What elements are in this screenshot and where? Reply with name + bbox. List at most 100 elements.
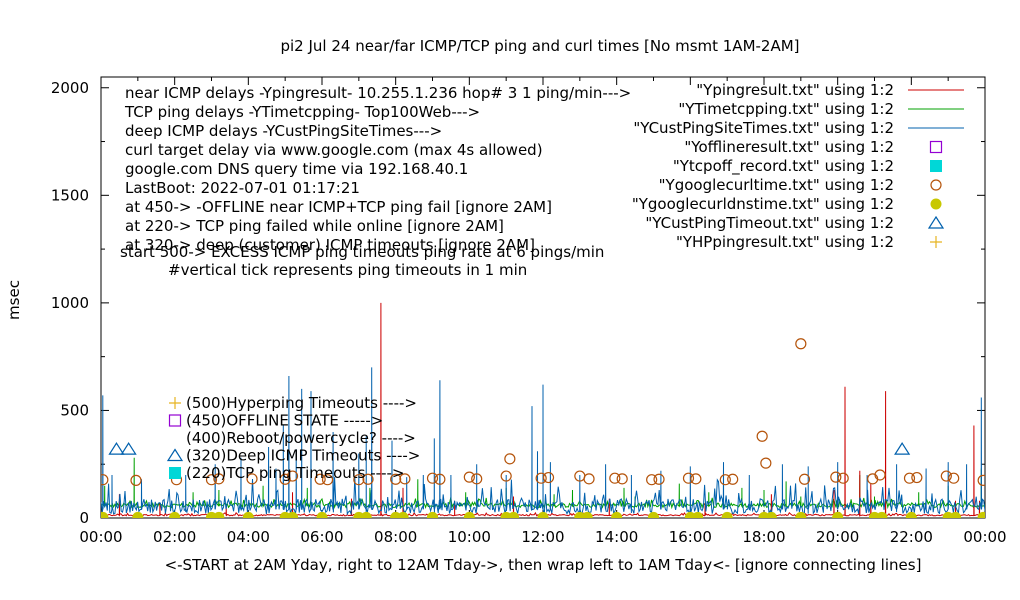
curl-time-point <box>948 472 960 484</box>
legend-label: "YCustPingSiteTimes.txt" using 1:2 <box>633 119 894 137</box>
dns-time-point <box>950 511 962 518</box>
y-tick-label: 1000 <box>51 294 89 312</box>
dns-time-point <box>692 511 704 518</box>
curl-time-point <box>246 473 258 485</box>
x-tick-label: 22:00 <box>890 528 933 546</box>
curl-time-point <box>756 430 768 442</box>
series-line <box>101 367 985 516</box>
dns-time-point <box>360 511 372 518</box>
curl-time-point <box>101 474 109 486</box>
x-tick-label: 00:00 <box>963 528 1006 546</box>
dns-time-point <box>648 511 659 518</box>
legend-label: "Ytcpoff_record.txt" using 1:2 <box>673 157 894 176</box>
x-tick-label: 04:00 <box>227 528 270 546</box>
legend-label: "YTimetcpping.txt" using 1:2 <box>678 100 894 118</box>
curl-time-point <box>399 473 411 485</box>
dns-time-point <box>397 511 409 518</box>
info-line: curl target delay via www.google.com (ma… <box>125 141 543 159</box>
dns-time-point <box>977 511 985 518</box>
legend-triangle-swatch <box>927 215 945 229</box>
curl-time-point <box>321 474 334 486</box>
marker-key-label: (220)TCP ping Timeouts ----> <box>186 464 404 482</box>
marker-key-label: (320)Deep ICMP Timeouts ----> <box>186 447 420 465</box>
marker-key-filled-square-icon <box>169 467 181 479</box>
dns-time-point <box>721 511 733 518</box>
curl-time-point <box>609 472 621 484</box>
curl-time-point <box>362 473 374 485</box>
curl-time-point <box>940 470 952 482</box>
curl-time-point <box>798 473 811 485</box>
dns-time-point <box>101 511 109 518</box>
curl-time-point <box>426 472 439 484</box>
legend-circle-swatch <box>930 179 942 191</box>
curl-time-point <box>542 471 555 484</box>
info-line: at 450-> -OFFLINE near ICMP+TCP ping fai… <box>125 198 552 216</box>
curl-time-point <box>727 473 739 485</box>
dns-time-point <box>537 511 549 518</box>
curl-time-point <box>977 474 985 486</box>
dns-time-point <box>581 511 593 518</box>
x-tick-label: 16:00 <box>669 528 712 546</box>
curl-time-point <box>471 473 483 485</box>
dns-time-point <box>876 511 888 518</box>
x-tick-label: 20:00 <box>816 528 859 546</box>
x-tick-label: 08:00 <box>374 528 417 546</box>
dns-time-point <box>287 511 299 518</box>
legend-label: "Ypingresult.txt" using 1:2 <box>696 81 894 99</box>
x-tick-label: 00:00 <box>79 528 122 546</box>
curl-time-point <box>205 474 218 486</box>
curl-time-point <box>911 471 923 484</box>
marker-key-square-icon <box>168 414 182 427</box>
curl-time-point <box>830 471 842 483</box>
marker-key-plus-icon <box>169 397 181 409</box>
y-tick-label: 2000 <box>51 79 89 97</box>
info-line: at 220-> TCP ping failed while online [i… <box>125 217 504 235</box>
legend-label: "Yofflineresult.txt" using 1:2 <box>684 138 894 156</box>
info-line: start 500-> EXCESS ICMP ping timeouts pi… <box>120 243 604 261</box>
dns-time-point <box>508 511 520 518</box>
info-line: TCP ping delays -YTimetcpping- Top100Web… <box>124 103 480 121</box>
curl-time-point <box>837 472 849 484</box>
curl-time-point <box>682 472 695 484</box>
curl-time-point <box>903 472 916 484</box>
dns-time-point <box>905 511 917 518</box>
legend-plus-swatch <box>930 236 942 248</box>
dns-time-point <box>242 511 254 518</box>
curl-time-point <box>616 473 628 485</box>
info-line: google.com DNS query time via 192.168.40… <box>125 160 468 178</box>
curl-time-point <box>646 474 658 486</box>
curl-time-point <box>760 457 772 469</box>
x-axis-label: <-START at 2AM Yday, right to 12AM Tday-… <box>165 556 922 574</box>
dns-time-point <box>832 511 844 518</box>
curl-time-point <box>130 474 142 486</box>
marker-key-triangle-icon <box>166 448 184 462</box>
legend-label: "Ygooglecurltime.txt" using 1:2 <box>659 176 894 194</box>
curl-time-point <box>434 473 446 485</box>
y-axis-label: msec <box>5 280 23 320</box>
y-tick-label: 0 <box>79 509 89 527</box>
marker-key-label: (450)OFFLINE STATE -----> <box>186 412 383 430</box>
info-text-block: near ICMP delays -Ypingresult- 10.255.1.… <box>120 84 631 279</box>
deep-icmp-timeout-point <box>894 442 911 455</box>
x-tick-label: 18:00 <box>742 528 785 546</box>
x-tick-label: 06:00 <box>300 528 343 546</box>
curl-time-point <box>286 470 299 482</box>
dns-time-point <box>169 511 181 518</box>
marker-key: (500)Hyperping Timeouts ---->(450)OFFLIN… <box>166 394 420 482</box>
marker-key-label: (400)Reboot/powercycle? ----> <box>186 429 416 447</box>
x-tick-label: 14:00 <box>595 528 638 546</box>
dns-time-point <box>132 511 144 518</box>
y-tick-label: 500 <box>60 401 89 419</box>
curl-time-point <box>500 470 512 482</box>
x-tick-label: 02:00 <box>153 528 196 546</box>
dns-time-point <box>765 511 777 518</box>
curl-time-point <box>504 453 516 465</box>
x-tick-label: 12:00 <box>521 528 564 546</box>
dns-time-point <box>463 511 475 518</box>
deep-icmp-timeout-point <box>120 442 137 455</box>
x-tick-label: 10:00 <box>448 528 491 546</box>
curl-time-point <box>874 469 886 481</box>
curl-time-point <box>795 338 807 350</box>
curl-time-point <box>583 473 595 485</box>
